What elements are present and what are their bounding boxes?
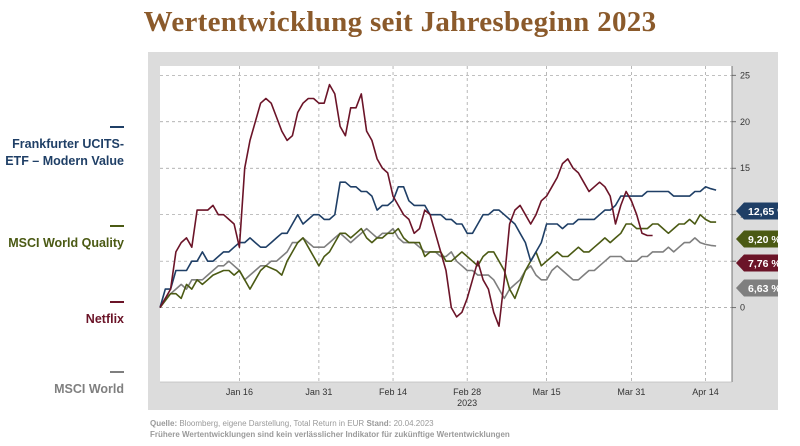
legend-item-world-quality: MSCI World Quality bbox=[0, 225, 124, 252]
x-tick-label: Jan 31 bbox=[305, 387, 332, 397]
legend-line-icon bbox=[110, 126, 124, 128]
source-note: Quelle: Bloomberg, eigene Darstellung, T… bbox=[150, 418, 510, 440]
end-value-label: 12,65 % bbox=[748, 206, 778, 218]
stand-date: 20.04.2023 bbox=[393, 419, 434, 428]
end-value-tag bbox=[736, 230, 778, 248]
legend-item-netflix: Netflix bbox=[0, 301, 124, 328]
y-tick-label: 25 bbox=[740, 70, 750, 80]
y-tick-label: 0 bbox=[740, 303, 745, 313]
y-tick-label: 15 bbox=[740, 163, 750, 173]
series-line bbox=[159, 83, 653, 327]
page-title: Wertentwicklung seit Jahresbeginn 2023 bbox=[143, 6, 657, 38]
legend-label: MSCI World Quality bbox=[8, 236, 124, 250]
legend-item-msci-world: MSCI World bbox=[0, 371, 124, 398]
series-line bbox=[159, 227, 717, 308]
end-value-label: 7,76 % bbox=[748, 258, 778, 270]
legend-label: Netflix bbox=[85, 312, 124, 326]
legend-item-modern-value: Frankfurter UCITS-ETF – Modern Value bbox=[0, 126, 124, 170]
x-tick-label: Apr 14 bbox=[692, 387, 719, 397]
legend-line-icon bbox=[110, 301, 124, 303]
source-text: Bloomberg, eigene Darstellung, Total Ret… bbox=[179, 419, 365, 428]
end-value-label: 9,20 % bbox=[748, 234, 778, 246]
x-tick-label: Mar 31 bbox=[617, 387, 645, 397]
end-value-tag bbox=[736, 202, 778, 220]
series-line bbox=[159, 181, 717, 308]
plot-area bbox=[160, 66, 732, 382]
end-value-tag bbox=[736, 279, 778, 297]
source-label: Quelle: bbox=[150, 419, 178, 428]
x-tick-label: Feb 14 bbox=[379, 387, 407, 397]
source-line: Quelle: Bloomberg, eigene Darstellung, T… bbox=[150, 418, 510, 429]
x-year-label: 2023 bbox=[457, 398, 477, 408]
y-tick-label: 20 bbox=[740, 117, 750, 127]
legend-line-icon bbox=[110, 225, 124, 227]
legend-label: MSCI World bbox=[54, 382, 124, 396]
stand-label: Stand: bbox=[366, 419, 392, 428]
x-tick-label: Jan 16 bbox=[226, 387, 253, 397]
disclaimer-text: Frühere Wertentwicklungen sind kein verl… bbox=[150, 430, 510, 439]
x-tick-label: Feb 28 bbox=[453, 387, 481, 397]
end-value-tag bbox=[736, 254, 778, 272]
end-value-label: 6,63 % bbox=[748, 283, 778, 295]
x-tick-label: Mar 15 bbox=[533, 387, 561, 397]
legend-label: Frankfurter UCITS-ETF – Modern Value bbox=[5, 137, 124, 168]
disclaimer: Frühere Wertentwicklungen sind kein verl… bbox=[150, 429, 510, 440]
series-line bbox=[159, 213, 717, 309]
legend-line-icon bbox=[110, 371, 124, 373]
